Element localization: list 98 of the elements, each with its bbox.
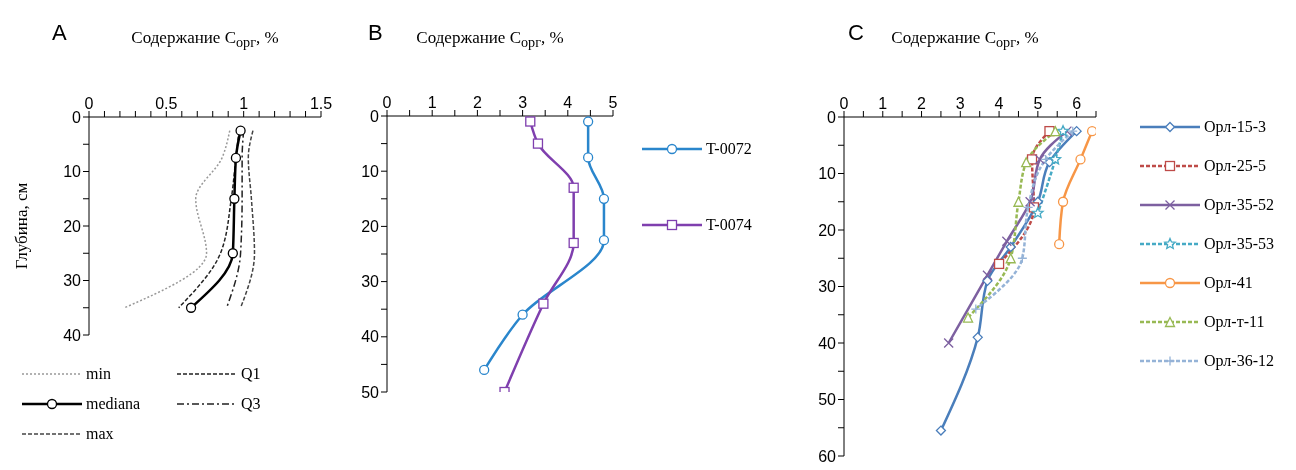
x-tick-label: 0 [839,95,849,112]
x-tick-label: 0 [382,94,392,111]
y-tick-label: 30 [818,278,837,296]
point [525,116,536,127]
legend-label: T-0072 [706,140,752,158]
y-tick-label: 0 [72,108,82,126]
x-axis-title: Содержание C$_{орг}$, % [131,28,279,52]
x-tick-label: 0.5 [155,95,178,112]
point [972,332,983,343]
x-tick-label: 0 [84,95,94,112]
point [1005,253,1016,264]
legend-label: Орл-36-12 [1204,352,1274,370]
point [970,303,981,315]
x-tick-label: 3 [518,94,528,111]
legend-label: T-0074 [706,216,752,234]
y-tick-label: 30 [361,273,380,291]
legend-label: Орл-35-52 [1204,196,1274,214]
point [235,125,246,136]
y-tick-label: 40 [818,334,837,352]
x-axis-title: Содержание C$_{орг}$, % [891,28,1039,52]
x-tick-label: 4 [994,95,1004,112]
point [1057,196,1069,207]
point [993,258,1005,270]
y-tick-label: 50 [818,391,837,409]
legend-label: Орл-15-3 [1204,118,1266,136]
y-tick-label: 40 [63,326,82,344]
x-tick-label: 5 [608,94,618,111]
x-tick-label: 3 [955,95,965,112]
y-tick-label: 60 [818,447,837,465]
point [568,237,579,249]
point [598,193,610,204]
point [1050,125,1061,137]
point [227,248,238,259]
y-tick-label: 20 [63,217,82,235]
point [1049,153,1062,165]
y-tick-label: 0 [370,107,380,125]
legend-label: Орл-35-53 [1204,235,1274,253]
point [230,152,242,164]
y-tick-label: 30 [63,272,82,290]
point [962,312,974,323]
point [943,337,954,349]
point [1021,157,1032,168]
point [229,193,240,204]
chart-title: C [848,20,864,46]
point [1024,196,1036,207]
legend-label: Q1 [241,365,261,383]
point [598,235,610,246]
point [479,364,490,376]
x-tick-label: 5 [1033,95,1043,112]
y-axis-title: Глубина, см [12,182,32,270]
x-tick-label: 4 [563,94,573,111]
legend-label: min [86,365,111,383]
y-tick-label: 50 [361,383,380,401]
point [1067,125,1078,137]
point [1034,154,1045,165]
point [568,182,579,193]
legend-label: max [86,425,114,443]
point [1013,196,1024,207]
y-tick-label: 10 [818,165,837,183]
point [582,116,594,127]
chart-title: A [52,20,67,46]
point [1057,124,1069,137]
line-series [239,129,256,309]
point [1017,253,1028,264]
legend-label: mediana [86,395,141,413]
point [935,425,947,436]
legend-label: Орл-25-5 [1204,157,1266,175]
y-tick-label: 20 [818,221,837,239]
chart-title: B [368,20,383,46]
legend-label: Орл-41 [1204,274,1253,292]
x-axis-title: Содержание C$_{орг}$, % [416,28,564,52]
point [982,270,993,281]
x-tick-label: 1 [878,95,888,112]
point [1086,125,1096,137]
point [517,309,528,320]
x-tick-label: 6 [1072,95,1082,112]
x-tick-label: 2 [472,94,482,111]
y-tick-label: 0 [827,108,837,126]
x-tick-label: 1 [427,94,437,111]
point [1075,154,1086,165]
legend-label: Q3 [241,395,261,413]
point [982,275,993,286]
point [1001,236,1012,247]
point [538,298,549,309]
y-tick-label: 40 [361,328,380,346]
x-tick-label: 2 [917,95,927,112]
x-tick-label: 1.5 [309,95,333,112]
point [1054,238,1065,250]
point [582,152,594,163]
y-tick-label: 10 [361,162,380,180]
x-tick-label: 1 [239,95,249,112]
point [1031,206,1044,219]
legend-label: Орл-т-11 [1204,313,1265,331]
y-tick-label: 20 [361,218,380,236]
y-tick-label: 10 [63,163,82,181]
point [185,302,197,313]
point [532,138,544,149]
line-series [123,129,231,309]
